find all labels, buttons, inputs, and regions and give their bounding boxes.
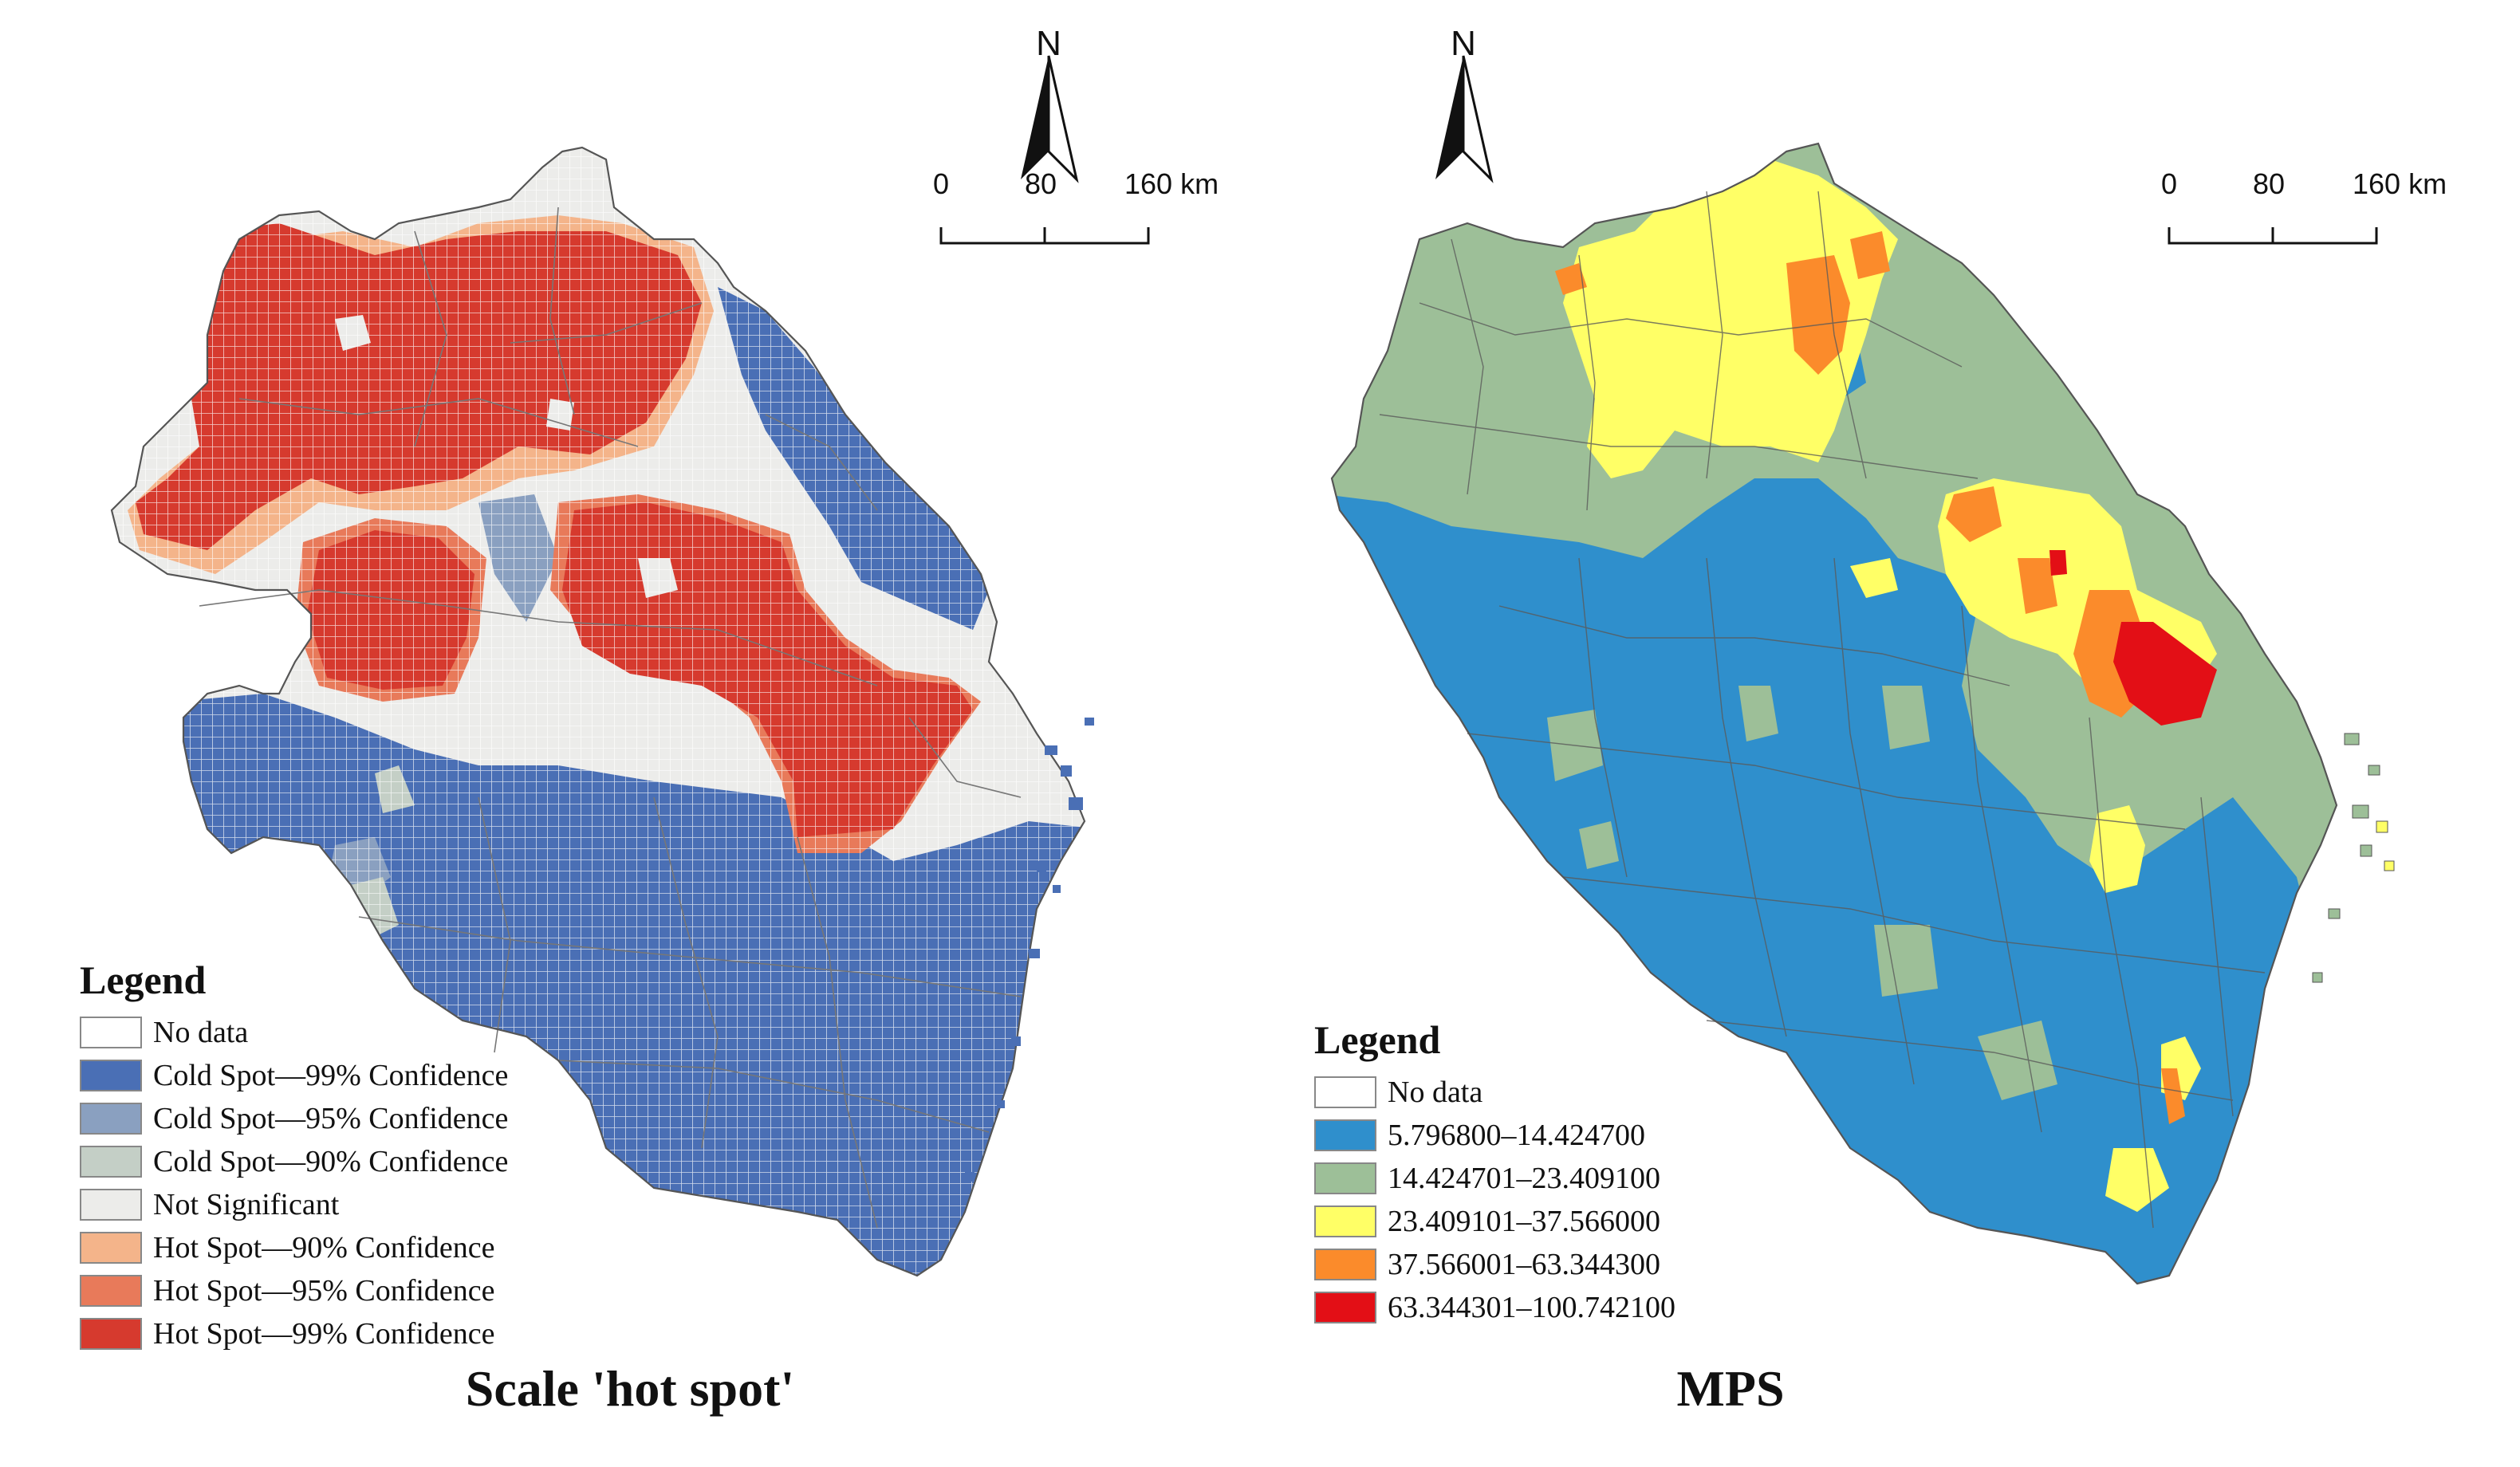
north-arrow-icon [1435, 55, 1494, 183]
scale-tick-0: 0 [933, 167, 950, 200]
mps-legend: Legend No data 5.796800–14.424700 14.42470… [1314, 1017, 1675, 1329]
legend-label: 5.796800–14.424700 [1388, 1119, 1645, 1152]
county-boundaries [199, 206, 1022, 1229]
legend-item: 14.424701–23.409100 [1314, 1157, 1675, 1200]
legend-swatch [80, 1060, 142, 1091]
legend-item: Cold Spot—95% Confidence [80, 1097, 508, 1140]
legend-item: Cold Spot—99% Confidence [80, 1054, 508, 1097]
mps-class-3-south [1850, 558, 2201, 1212]
legend-items: No data 5.796800–14.424700 14.424701–23.40… [1314, 1071, 1675, 1329]
scale-bar: 0 80 160 km [925, 167, 1260, 255]
legend-swatch [1314, 1249, 1376, 1280]
legend-swatch [80, 1275, 142, 1307]
hotspot-legend: Legend No data Cold Spot—99% Confidence Co… [80, 957, 508, 1355]
hotspot-map-panel: N 0 80 160 km Legend No data Cold Spot—99… [80, 24, 1260, 1417]
legend-swatch [80, 1103, 142, 1135]
coastal-islands [965, 718, 1094, 1182]
legend-label: No data [153, 1016, 249, 1049]
legend-label: Hot Spot—90% Confidence [153, 1231, 495, 1264]
legend-items: No data Cold Spot—99% Confidence Cold Spot… [80, 1011, 508, 1355]
hotspot-map [110, 146, 1094, 1277]
mps-map [1330, 142, 2395, 1285]
legend-label: 63.344301–100.742100 [1388, 1291, 1675, 1324]
map-title-mps: MPS [1676, 1360, 1785, 1417]
legend-title: Legend [80, 958, 207, 1002]
scale-tick-80: 80 [1025, 167, 1057, 200]
scale-tick-0: 0 [2161, 167, 2178, 200]
legend-swatch [1314, 1076, 1376, 1108]
legend-label: Hot Spot—95% Confidence [153, 1274, 495, 1308]
legend-swatch [1314, 1205, 1376, 1237]
legend-swatch [80, 1232, 142, 1264]
legend-label: 23.409101–37.566000 [1388, 1205, 1660, 1238]
north-arrow-icon [1021, 55, 1079, 183]
legend-label: Hot Spot—99% Confidence [153, 1317, 495, 1351]
legend-label: 14.424701–23.409100 [1388, 1162, 1660, 1195]
scale-tick-160: 160 km [2353, 167, 2447, 200]
legend-item: No data [1314, 1071, 1675, 1114]
scale-tick-160: 160 km [1124, 167, 1219, 200]
legend-item: 63.344301–100.742100 [1314, 1286, 1675, 1329]
legend-label: Cold Spot—90% Confidence [153, 1145, 509, 1178]
mps-class-5-zones [2049, 550, 2217, 726]
legend-title: Legend [1314, 1017, 1441, 1062]
legend-label: Cold Spot—95% Confidence [153, 1102, 509, 1135]
legend-swatch [1314, 1292, 1376, 1323]
legend-swatch [80, 1318, 142, 1350]
legend-item: 37.566001–63.344300 [1314, 1243, 1675, 1286]
legend-label: No data [1388, 1076, 1483, 1109]
legend-item: Cold Spot—90% Confidence [80, 1140, 508, 1183]
legend-item: 5.796800–14.424700 [1314, 1114, 1675, 1157]
scale-tick-80: 80 [2253, 167, 2286, 200]
legend-label: Not Significant [153, 1188, 340, 1221]
mps-map-panel: N 0 80 160 km Legend No data 5.796800–14.… [1260, 0, 2520, 1467]
county-boundaries [1379, 191, 2266, 1229]
legend-label: 37.566001–63.344300 [1388, 1248, 1660, 1281]
scale-bar: 0 80 160 km [2153, 167, 2488, 255]
legend-swatch [1314, 1119, 1376, 1151]
scale-bar-line [2168, 227, 2378, 245]
legend-item: Hot Spot—95% Confidence [80, 1269, 508, 1312]
legend-item: Hot Spot—99% Confidence [80, 1312, 508, 1355]
coastal-islands [2312, 733, 2380, 983]
north-arrow: N [993, 24, 1104, 199]
legend-item: No data [80, 1011, 508, 1054]
legend-swatch [80, 1017, 142, 1048]
mps-class-2-patches [1547, 686, 2057, 1100]
legend-item: Hot Spot—90% Confidence [80, 1226, 508, 1269]
north-arrow: N [1408, 24, 1519, 199]
legend-item: 23.409101–37.566000 [1314, 1200, 1675, 1243]
legend-swatch [80, 1189, 142, 1221]
legend-swatch [80, 1146, 142, 1178]
coastal-islands-class-3 [2376, 820, 2395, 871]
scale-bar-line [939, 227, 1150, 245]
legend-item: Not Significant [80, 1183, 508, 1226]
legend-swatch [1314, 1162, 1376, 1194]
mps-class-3-north [1563, 144, 1898, 478]
mps-class-1-region [1332, 478, 2313, 1284]
map-title-hotspot: Scale 'hot spot' [465, 1360, 795, 1417]
legend-label: Cold Spot—99% Confidence [153, 1059, 509, 1092]
